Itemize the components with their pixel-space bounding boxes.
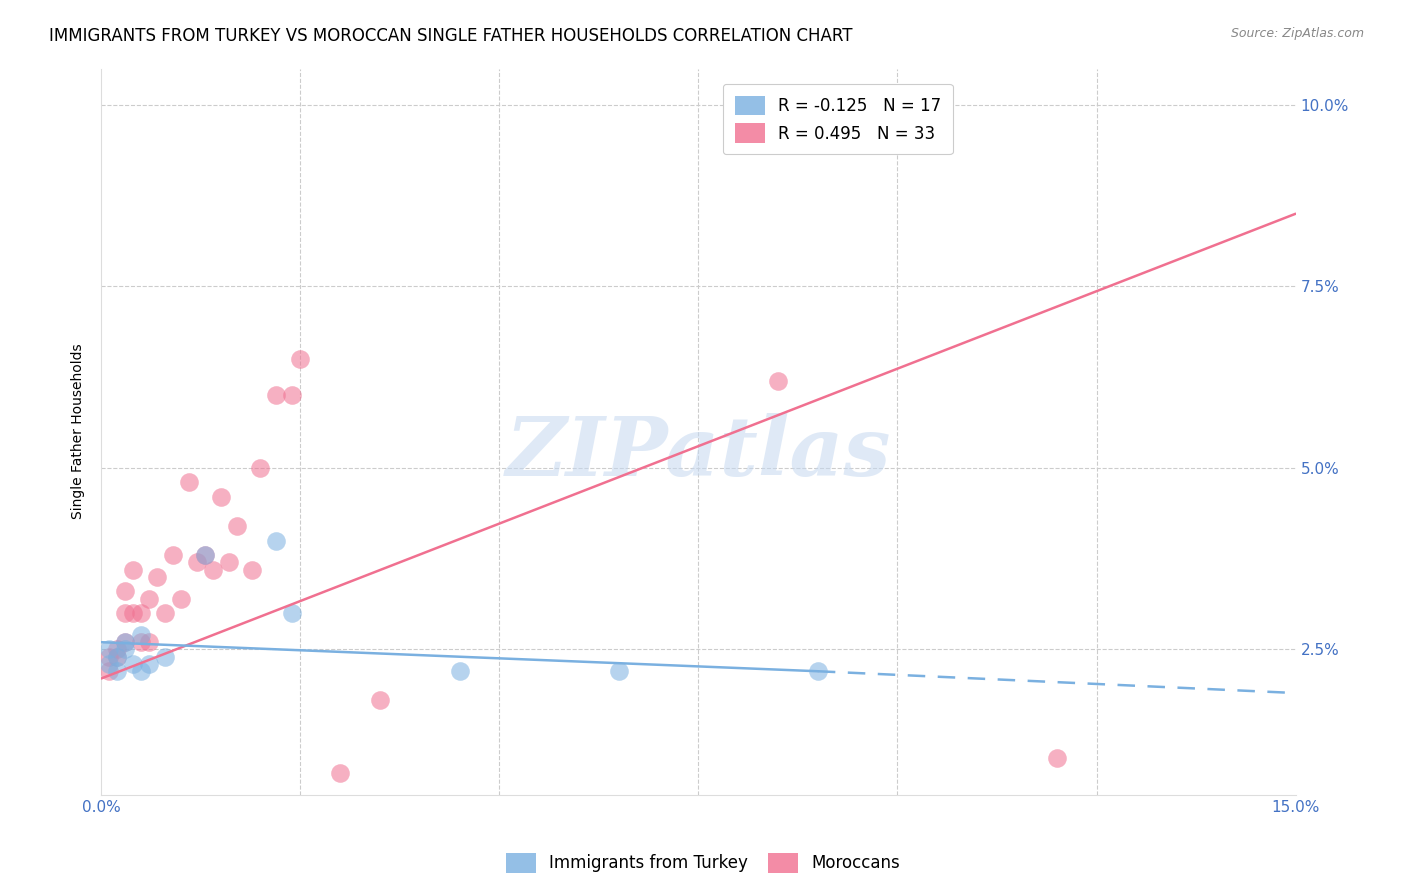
Point (807, 665, 830, 679)
Point (114, 642, 136, 657)
Point (129, 665, 152, 679)
Point (242, 563, 264, 577)
Point (105, 649, 128, 664)
Text: Source: ZipAtlas.com: Source: ZipAtlas.com (1230, 27, 1364, 40)
Point (114, 606, 136, 620)
Point (266, 388, 288, 402)
Text: IMMIGRANTS FROM TURKEY VS MOROCCAN SINGLE FATHER HOUSEHOLDS CORRELATION CHART: IMMIGRANTS FROM TURKEY VS MOROCCAN SINGL… (49, 27, 852, 45)
Point (153, 606, 176, 620)
Point (138, 591, 160, 606)
Point (129, 606, 152, 620)
Legend: R = -0.125   N = 17, R = 0.495   N = 33: R = -0.125 N = 17, R = 0.495 N = 33 (723, 84, 953, 154)
Point (105, 642, 128, 657)
Point (281, 388, 304, 402)
Point (177, 475, 200, 490)
Y-axis label: Single Father Households: Single Father Households (72, 343, 86, 519)
Point (218, 555, 240, 569)
Point (122, 606, 145, 620)
Point (98, 642, 121, 657)
Point (98, 657, 121, 671)
Point (153, 649, 176, 664)
Point (186, 555, 208, 569)
Point (290, 351, 312, 366)
Point (194, 548, 217, 562)
Point (98, 649, 121, 664)
Point (1046, 751, 1069, 765)
Point (201, 563, 224, 577)
Point (281, 606, 304, 620)
Point (162, 548, 184, 562)
Point (114, 584, 136, 599)
Point (122, 657, 145, 671)
Point (129, 628, 152, 642)
Point (146, 570, 169, 584)
Legend: Immigrants from Turkey, Moroccans: Immigrants from Turkey, Moroccans (499, 847, 907, 880)
Point (122, 563, 145, 577)
Point (105, 649, 128, 664)
Point (766, 374, 789, 388)
Point (105, 665, 128, 679)
Point (170, 591, 193, 606)
Point (114, 635, 136, 649)
Point (329, 765, 352, 780)
Point (138, 635, 160, 649)
Point (368, 693, 391, 707)
Point (266, 533, 288, 548)
Point (607, 665, 630, 679)
Point (138, 657, 160, 671)
Point (129, 635, 152, 649)
Point (449, 665, 471, 679)
Point (225, 519, 247, 533)
Point (249, 461, 271, 475)
Text: ZIPatlas: ZIPatlas (506, 413, 891, 493)
Point (209, 490, 232, 504)
Point (114, 635, 136, 649)
Point (98, 665, 121, 679)
Point (194, 548, 217, 562)
